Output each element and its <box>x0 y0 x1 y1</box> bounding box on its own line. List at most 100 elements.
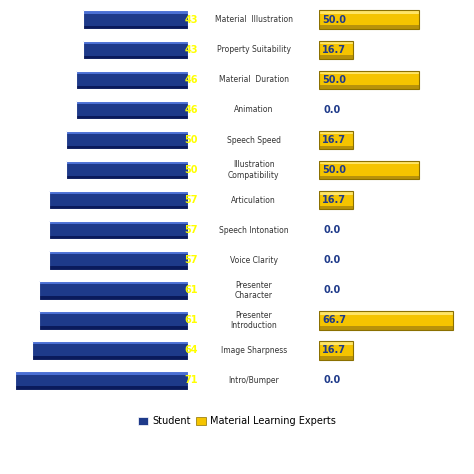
Bar <box>319 71 419 89</box>
Text: 43: 43 <box>184 15 198 25</box>
Text: Voice Clarity: Voice Clarity <box>230 256 278 265</box>
Text: 57: 57 <box>184 225 198 235</box>
Bar <box>15 371 188 374</box>
Bar <box>319 161 419 164</box>
Bar <box>319 311 453 330</box>
Bar <box>83 10 188 29</box>
Bar <box>49 236 188 239</box>
Bar <box>319 161 419 179</box>
Bar <box>32 341 188 360</box>
Text: Intro/Bumper: Intro/Bumper <box>228 376 279 385</box>
Text: 0.0: 0.0 <box>323 285 340 295</box>
Bar <box>319 341 353 360</box>
Bar <box>32 341 188 360</box>
Bar <box>319 10 419 29</box>
Bar <box>39 281 188 300</box>
Text: Illustration
Compatibility: Illustration Compatibility <box>228 160 279 180</box>
Bar <box>66 146 188 149</box>
Bar <box>76 100 188 119</box>
Text: Material  Duration: Material Duration <box>219 75 289 84</box>
Bar <box>49 191 188 210</box>
Bar <box>319 131 353 135</box>
Text: 50.0: 50.0 <box>322 75 346 85</box>
Bar <box>319 131 353 149</box>
Bar <box>319 206 353 210</box>
Text: 50: 50 <box>184 165 198 175</box>
Bar <box>76 100 188 119</box>
Bar <box>39 326 188 330</box>
Bar <box>83 40 188 59</box>
Bar <box>39 281 188 284</box>
Bar <box>319 311 453 330</box>
Bar <box>76 71 188 74</box>
Bar <box>319 326 453 330</box>
Text: 57: 57 <box>184 255 198 265</box>
Bar <box>66 131 188 134</box>
Bar <box>39 296 188 300</box>
Bar <box>66 131 188 149</box>
Bar <box>319 71 419 74</box>
Bar <box>319 40 353 44</box>
Bar <box>49 221 188 224</box>
Bar <box>49 251 188 254</box>
Bar <box>39 311 188 330</box>
Bar <box>39 281 188 300</box>
Bar <box>15 371 188 390</box>
Text: 43: 43 <box>184 45 198 55</box>
Bar <box>83 40 188 59</box>
Bar <box>66 131 188 149</box>
Bar <box>319 55 353 59</box>
Bar <box>39 311 188 330</box>
Text: 50.0: 50.0 <box>322 15 346 25</box>
Legend: Student, Material Learning Experts: Student, Material Learning Experts <box>135 412 339 430</box>
Text: Speech Speed: Speech Speed <box>227 136 281 145</box>
Text: 0.0: 0.0 <box>323 255 340 265</box>
Text: 0.0: 0.0 <box>323 105 340 115</box>
Bar <box>76 100 188 104</box>
Bar <box>319 26 419 29</box>
Bar <box>319 10 419 14</box>
Text: 16.7: 16.7 <box>322 346 346 356</box>
Bar <box>66 161 188 179</box>
Bar <box>76 71 188 89</box>
Bar <box>319 85 419 89</box>
Text: 61: 61 <box>184 315 198 325</box>
Text: 71: 71 <box>184 375 198 385</box>
Text: Presenter
Character: Presenter Character <box>235 281 273 300</box>
Bar <box>15 386 188 390</box>
Bar <box>319 40 353 59</box>
Bar <box>49 221 188 239</box>
Text: 46: 46 <box>184 105 198 115</box>
Bar <box>49 251 188 270</box>
Text: 16.7: 16.7 <box>322 195 346 205</box>
Bar <box>76 116 188 119</box>
Bar <box>319 191 353 210</box>
Text: 50.0: 50.0 <box>322 165 346 175</box>
Bar <box>319 40 353 59</box>
Bar <box>66 161 188 179</box>
Text: Image Sharpness: Image Sharpness <box>220 346 287 355</box>
Bar <box>319 71 419 89</box>
Text: 66.7: 66.7 <box>322 315 346 325</box>
Bar <box>32 356 188 360</box>
Text: 64: 64 <box>184 346 198 356</box>
Bar <box>49 266 188 270</box>
Bar <box>319 311 453 315</box>
Bar <box>83 40 188 44</box>
Bar <box>83 10 188 14</box>
Bar <box>319 161 419 179</box>
Text: 46: 46 <box>184 75 198 85</box>
Text: Presenter
Introduction: Presenter Introduction <box>230 310 277 330</box>
Bar <box>319 176 419 179</box>
Text: Animation: Animation <box>234 105 273 114</box>
Bar <box>32 341 188 345</box>
Text: Speech Intonation: Speech Intonation <box>219 226 289 235</box>
Bar <box>76 86 188 89</box>
Text: 16.7: 16.7 <box>322 135 346 145</box>
Text: 0.0: 0.0 <box>323 375 340 385</box>
Bar <box>319 191 353 194</box>
Text: 61: 61 <box>184 285 198 295</box>
Bar <box>319 356 353 360</box>
Bar <box>49 251 188 270</box>
Bar <box>49 221 188 239</box>
